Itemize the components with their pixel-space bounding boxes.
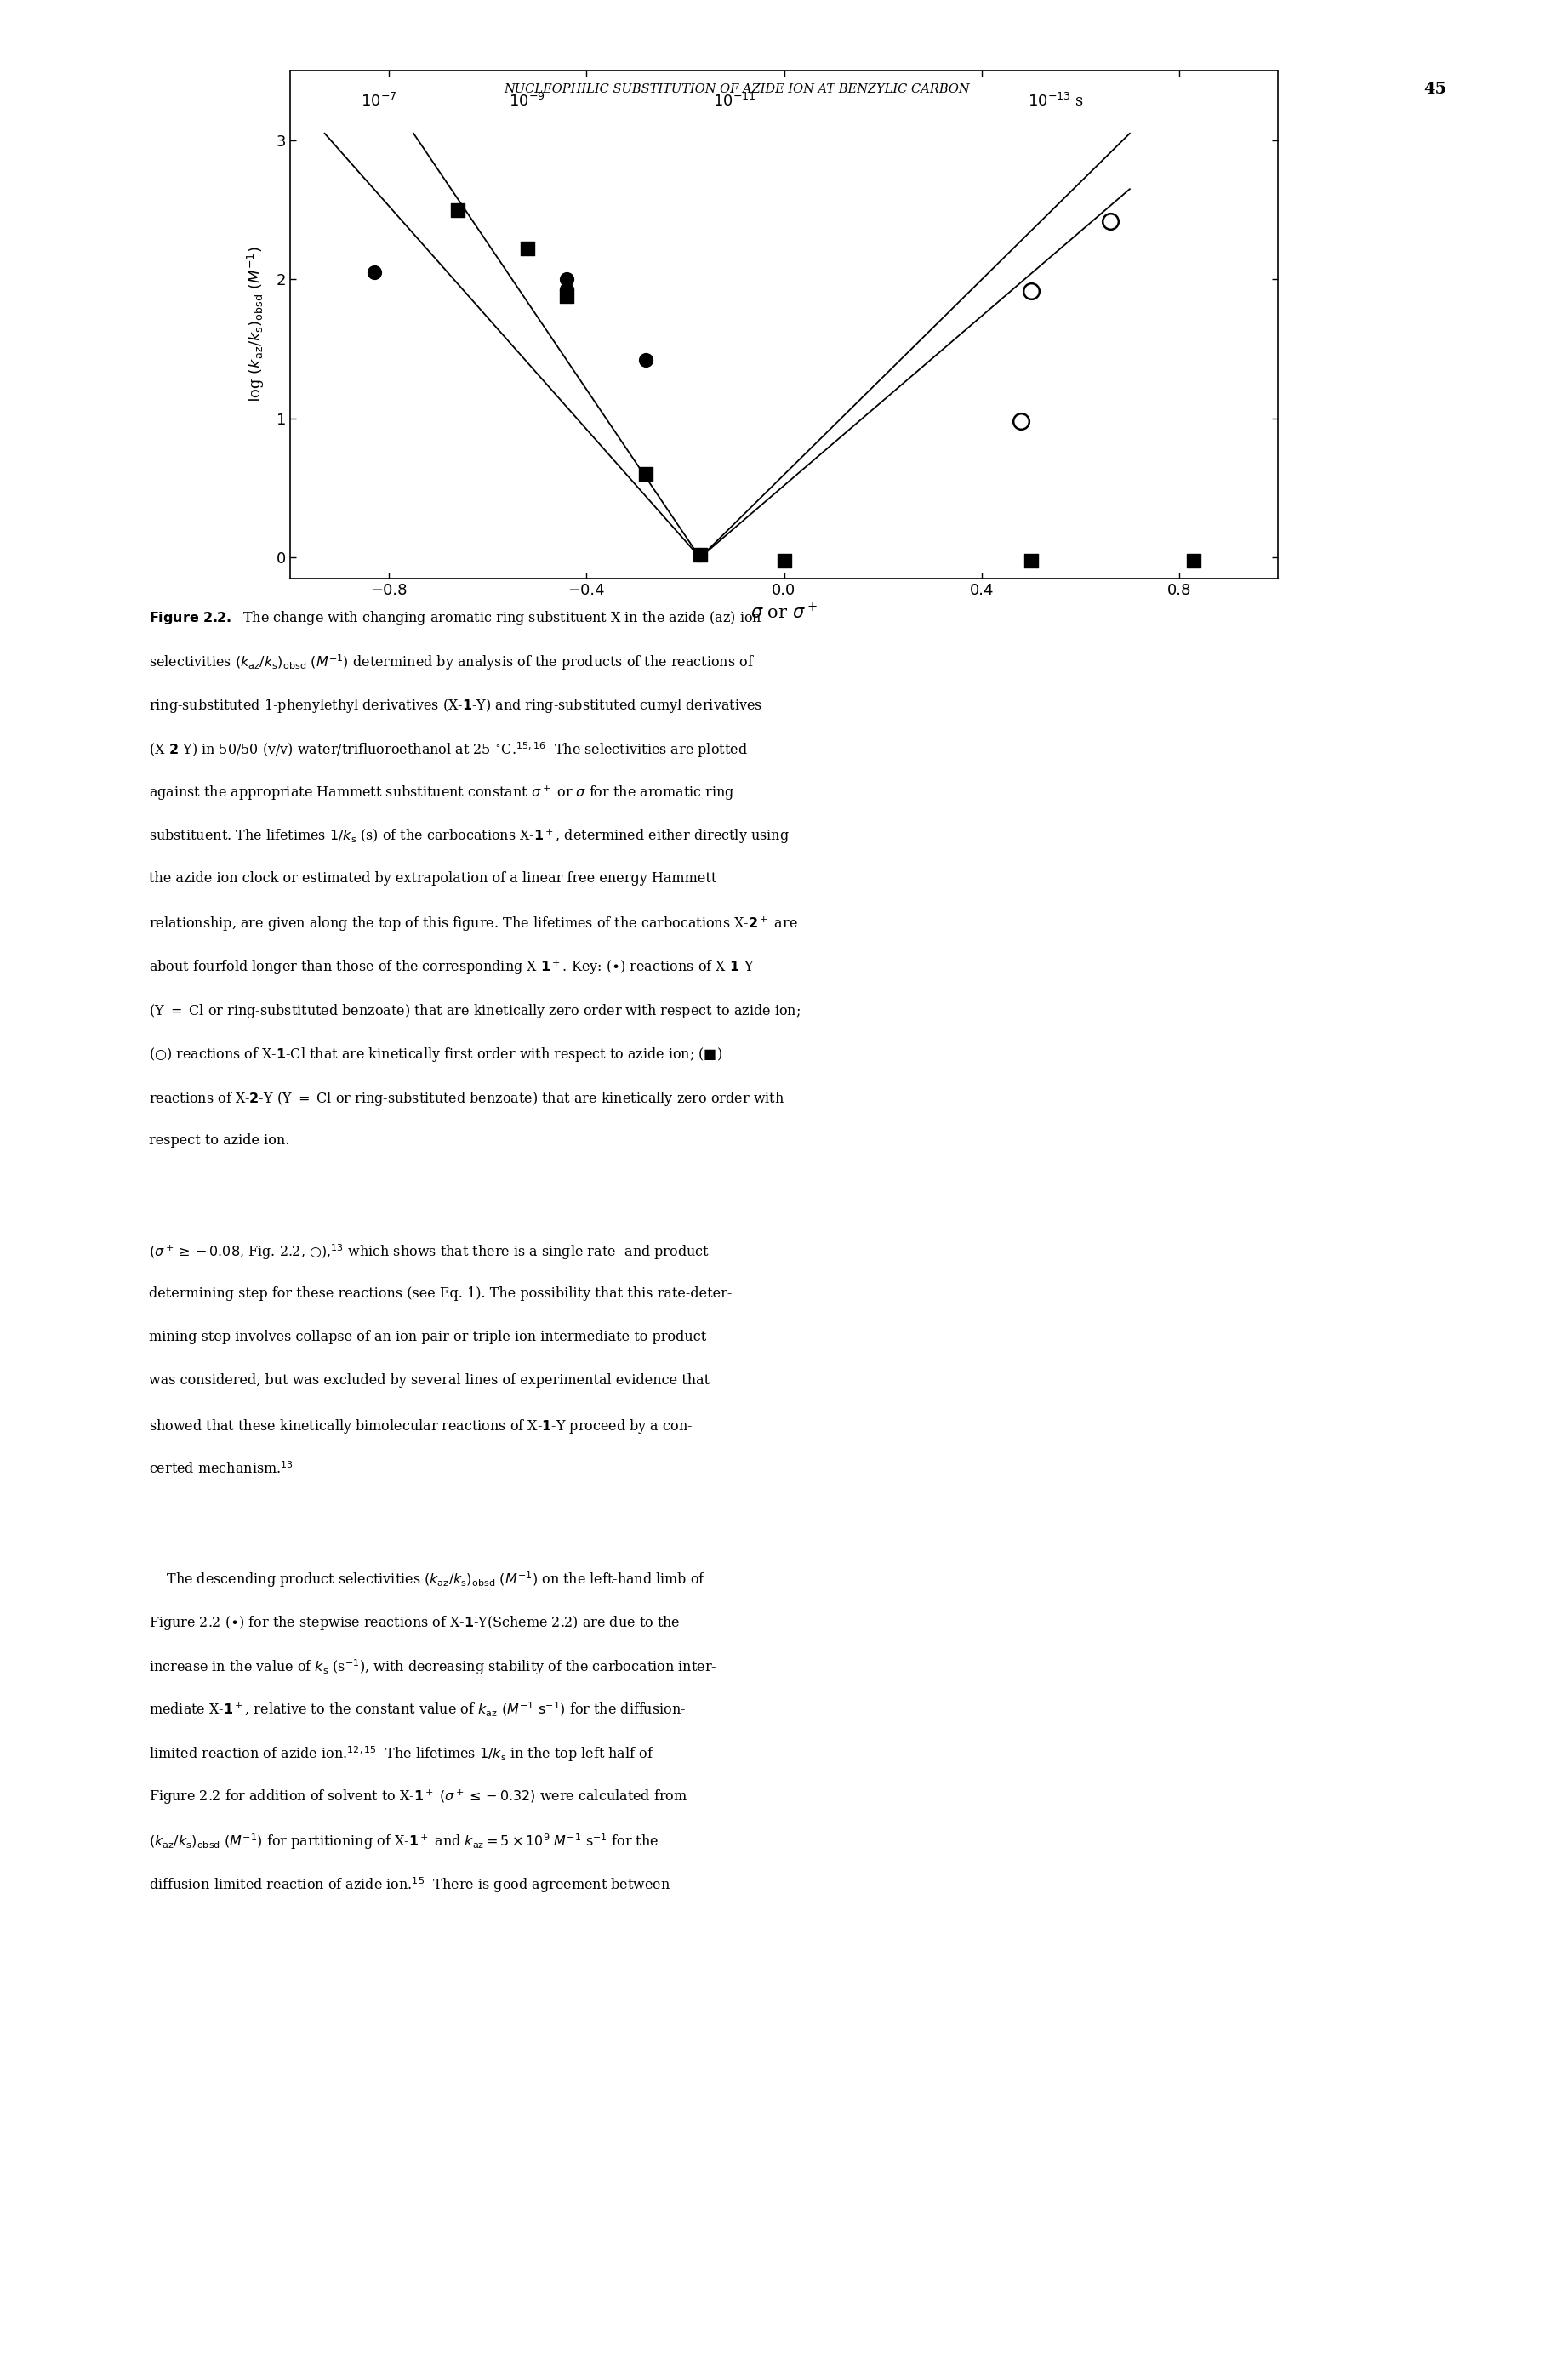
Text: mining step involves collapse of an ion pair or triple ion intermediate to produ: mining step involves collapse of an ion … — [149, 1329, 707, 1343]
Text: was considered, but was excluded by several lines of experimental evidence that: was considered, but was excluded by seve… — [149, 1374, 710, 1388]
Text: about fourfold longer than those of the corresponding X-$\mathbf{1}^+$. Key: ($\: about fourfold longer than those of the … — [149, 959, 754, 977]
Text: NUCLEOPHILIC SUBSTITUTION OF AZIDE ION AT BENZYLIC CARBON: NUCLEOPHILIC SUBSTITUTION OF AZIDE ION A… — [503, 83, 971, 97]
Text: relationship, are given along the top of this figure. The lifetimes of the carbo: relationship, are given along the top of… — [149, 914, 798, 933]
Point — [771, 541, 797, 578]
Point — [514, 229, 539, 267]
Text: $(k_{\rm az}/k_{\rm s})_{\rm obsd}\ (M^{-1})$ for partitioning of X-$\mathbf{1}^: $(k_{\rm az}/k_{\rm s})_{\rm obsd}\ (M^{… — [149, 1832, 659, 1851]
Text: $\mathbf{Figure\ 2.2.}$  The change with changing aromatic ring substituent X in: $\mathbf{Figure\ 2.2.}$ The change with … — [149, 609, 762, 628]
Point — [1019, 272, 1044, 309]
Text: determining step for these reactions (see Eq. 1). The possibility that this rate: determining step for these reactions (se… — [149, 1287, 732, 1301]
Point — [633, 342, 659, 380]
Y-axis label: log $(k_{\rm az}/k_{\rm s})_{\rm obsd}$ $(M^{-1})$: log $(k_{\rm az}/k_{\rm s})_{\rm obsd}$ … — [246, 246, 267, 404]
Point — [687, 536, 712, 574]
Text: the azide ion clock or estimated by extrapolation of a linear free energy Hammet: the azide ion clock or estimated by extr… — [149, 871, 717, 885]
Point — [554, 269, 579, 307]
Point — [633, 456, 659, 493]
Point — [687, 536, 712, 574]
Point — [445, 191, 470, 229]
Point — [1098, 203, 1123, 241]
Point — [362, 253, 387, 290]
Text: ($\bigcirc$) reactions of X-$\mathbf{1}$-Cl that are kinetically first order wit: ($\bigcirc$) reactions of X-$\mathbf{1}$… — [149, 1046, 723, 1065]
Text: reactions of X-$\mathbf{2}$-Y (Y $=$ Cl or ring-substituted benzoate) that are k: reactions of X-$\mathbf{2}$-Y (Y $=$ Cl … — [149, 1091, 784, 1107]
Text: Figure 2.2 ($\bullet$) for the stepwise reactions of X-$\mathbf{1}$-Y(Scheme 2.2: Figure 2.2 ($\bullet$) for the stepwise … — [149, 1615, 681, 1631]
Text: mediate X-$\mathbf{1}^+$, relative to the constant value of $k_{\rm az}\ (M^{-1}: mediate X-$\mathbf{1}^+$, relative to th… — [149, 1700, 687, 1719]
Text: (Y $=$ Cl or ring-substituted benzoate) that are kinetically zero order with res: (Y $=$ Cl or ring-substituted benzoate) … — [149, 1001, 801, 1020]
Text: limited reaction of azide ion.$^{12,15}$  The lifetimes $1/k_{\rm s}$ in the top: limited reaction of azide ion.$^{12,15}$… — [149, 1745, 654, 1764]
Point — [554, 276, 579, 314]
Point — [1008, 401, 1033, 439]
Point — [1181, 541, 1206, 578]
Text: respect to azide ion.: respect to azide ion. — [149, 1133, 290, 1147]
Text: selectivities $(k_{\rm az}/k_{\rm s})_{\rm obsd}\ (M^{-1})$ determined by analys: selectivities $(k_{\rm az}/k_{\rm s})_{\… — [149, 652, 754, 673]
Text: $10^{-9}$: $10^{-9}$ — [510, 92, 546, 109]
Point — [554, 260, 579, 297]
Text: increase in the value of $k_{\rm s}$ (s$^{-1}$), with decreasing stability of th: increase in the value of $k_{\rm s}$ (s$… — [149, 1657, 717, 1676]
Text: diffusion-limited reaction of azide ion.$^{15}$  There is good agreement between: diffusion-limited reaction of azide ion.… — [149, 1875, 671, 1896]
Text: substituent. The lifetimes $1/k_{\rm s}$ (s) of the carbocations X-$\mathbf{1}^+: substituent. The lifetimes $1/k_{\rm s}$… — [149, 829, 790, 845]
Point — [1019, 541, 1044, 578]
Text: $(\sigma^+ \geq -0.08$, Fig. 2.2, $\bigcirc)$,$^{13}$ which shows that there is : $(\sigma^+ \geq -0.08$, Fig. 2.2, $\bigc… — [149, 1242, 713, 1261]
Text: 45: 45 — [1424, 83, 1446, 97]
Text: (X-$\mathbf{2}$-Y) in 50/50 (v/v) water/trifluoroethanol at 25 $^{\circ}$C.$^{15: (X-$\mathbf{2}$-Y) in 50/50 (v/v) water/… — [149, 741, 748, 760]
Text: ring-substituted 1-phenylethyl derivatives (X-$\mathbf{1}$-Y) and ring-substitut: ring-substituted 1-phenylethyl derivativ… — [149, 696, 762, 715]
Text: against the appropriate Hammett substituent constant $\sigma^+$ or $\sigma$ for : against the appropriate Hammett substitu… — [149, 784, 735, 803]
Text: $10^{-7}$: $10^{-7}$ — [361, 92, 397, 109]
X-axis label: $\sigma$ or $\sigma^+$: $\sigma$ or $\sigma^+$ — [751, 602, 817, 623]
Text: $10^{-13}$ s: $10^{-13}$ s — [1027, 92, 1083, 109]
Text: Figure 2.2 for addition of solvent to X-$\mathbf{1}^+$ $(\sigma^+ \leq -0.32)$ w: Figure 2.2 for addition of solvent to X-… — [149, 1790, 688, 1806]
Text: showed that these kinetically bimolecular reactions of X-$\mathbf{1}$-Y proceed : showed that these kinetically bimolecula… — [149, 1417, 693, 1435]
Text: $10^{-11}$: $10^{-11}$ — [713, 92, 756, 109]
Text: certed mechanism.$^{13}$: certed mechanism.$^{13}$ — [149, 1461, 293, 1476]
Text: The descending product selectivities $(k_{\rm az}/k_{\rm s})_{\rm obsd}\ (M^{-1}: The descending product selectivities $(k… — [149, 1570, 706, 1589]
